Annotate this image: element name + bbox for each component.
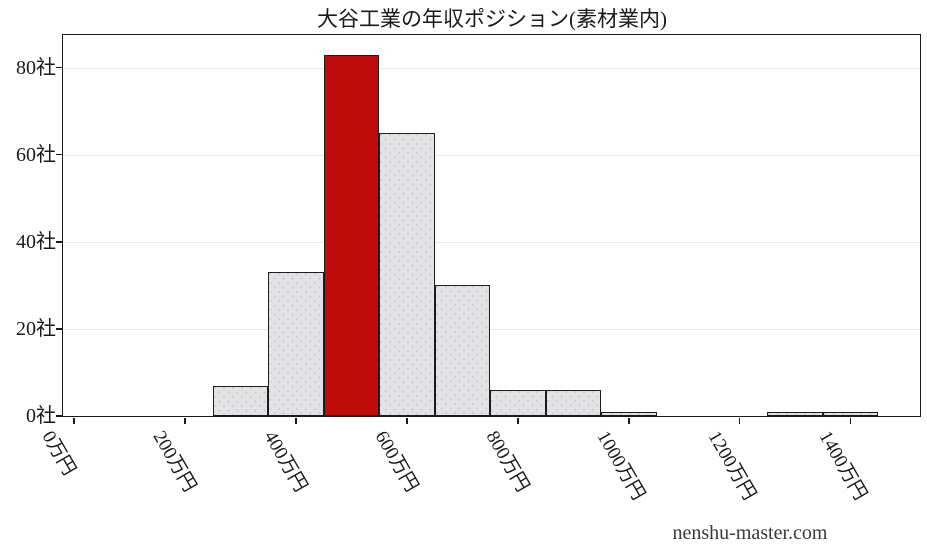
bar: [490, 389, 546, 416]
y-tick-mark: [55, 153, 62, 156]
x-tick-label: 1200万円: [703, 427, 760, 504]
y-tick-label: 80社: [16, 56, 56, 79]
bar-highlight: [323, 54, 380, 416]
x-tick-mark: [73, 417, 75, 424]
x-tick-mark: [406, 417, 408, 424]
x-tick-label: 600万円: [370, 427, 422, 496]
y-tick-mark: [55, 328, 62, 330]
bar: [434, 285, 491, 416]
x-tick-label: 400万円: [259, 427, 311, 496]
x-tick-mark: [628, 417, 630, 424]
y-tick-label: 60社: [16, 143, 56, 166]
bar: [212, 385, 269, 416]
y-tick-label: 40社: [16, 230, 56, 253]
chart-title: 大谷工業の年収ポジション(素材業内): [317, 7, 667, 31]
y-tick-mark: [55, 241, 62, 243]
y-tick-mark: [55, 66, 62, 69]
plot-area: [62, 34, 921, 417]
gridline-y-20: [63, 328, 920, 330]
gridline-y-60: [63, 154, 920, 156]
x-tick-mark: [849, 417, 852, 424]
bar: [767, 411, 823, 416]
gridline-y-40: [63, 241, 920, 243]
x-tick-mark: [738, 417, 741, 424]
bar: [822, 411, 879, 416]
bar: [379, 132, 435, 416]
y-tick-label: 0社: [26, 405, 56, 427]
x-tick-label: 0万円: [37, 427, 80, 480]
bar: [268, 272, 324, 416]
x-tick-label: 1400万円: [814, 427, 871, 504]
y-tick-label: 20社: [16, 317, 56, 340]
x-tick-label: 800万円: [481, 427, 533, 496]
footer-watermark: nenshu-master.com: [672, 522, 828, 544]
bar: [545, 389, 602, 416]
y-tick-mark: [55, 415, 62, 417]
x-tick-label: 200万円: [148, 427, 200, 496]
x-tick-mark: [517, 417, 519, 424]
bar: [601, 411, 657, 416]
x-tick-label: 1000万円: [592, 427, 649, 504]
gridline-y-80: [63, 67, 920, 69]
x-tick-mark: [184, 417, 186, 424]
x-tick-mark: [295, 417, 297, 424]
